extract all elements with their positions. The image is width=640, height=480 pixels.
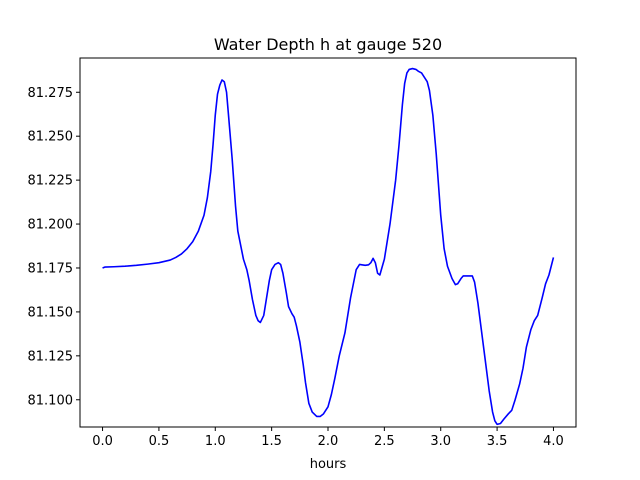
- x-tick-label: 3.0: [430, 434, 451, 449]
- x-axis-label: hours: [310, 457, 347, 472]
- x-tick-label: 1.5: [261, 434, 282, 449]
- chart-title: Water Depth h at gauge 520: [214, 35, 442, 54]
- x-tick-label: 4.0: [543, 434, 564, 449]
- x-tick-label: 0.0: [92, 434, 113, 449]
- y-tick-label: 81.125: [28, 349, 74, 364]
- y-tick-label: 81.275: [28, 86, 74, 101]
- series-line-0: [102, 67, 555, 426]
- y-tick-label: 81.200: [28, 218, 74, 233]
- x-tick-label: 1.0: [205, 434, 226, 449]
- y-tick-label: 81.250: [28, 130, 74, 145]
- x-tick-label: 2.5: [374, 434, 395, 449]
- plot-layer: [102, 67, 555, 426]
- y-tick-label: 81.175: [28, 261, 74, 276]
- y-tick-label: 81.150: [28, 305, 74, 320]
- x-axis-ticks: 0.0 0.5 1.0 1.5 2.0 2.5 3.0 3.5 4.0: [92, 427, 564, 449]
- x-tick-label: 3.5: [487, 434, 508, 449]
- x-tick-label: 2.0: [318, 434, 339, 449]
- y-tick-label: 81.225: [28, 174, 74, 189]
- y-tick-label: 81.100: [28, 393, 74, 408]
- plot-frame: [79, 57, 577, 428]
- y-axis-ticks: 81.100 81.125 81.150 81.175 81.200 81.225 81.2…: [28, 86, 80, 408]
- x-tick-label: 0.5: [149, 434, 170, 449]
